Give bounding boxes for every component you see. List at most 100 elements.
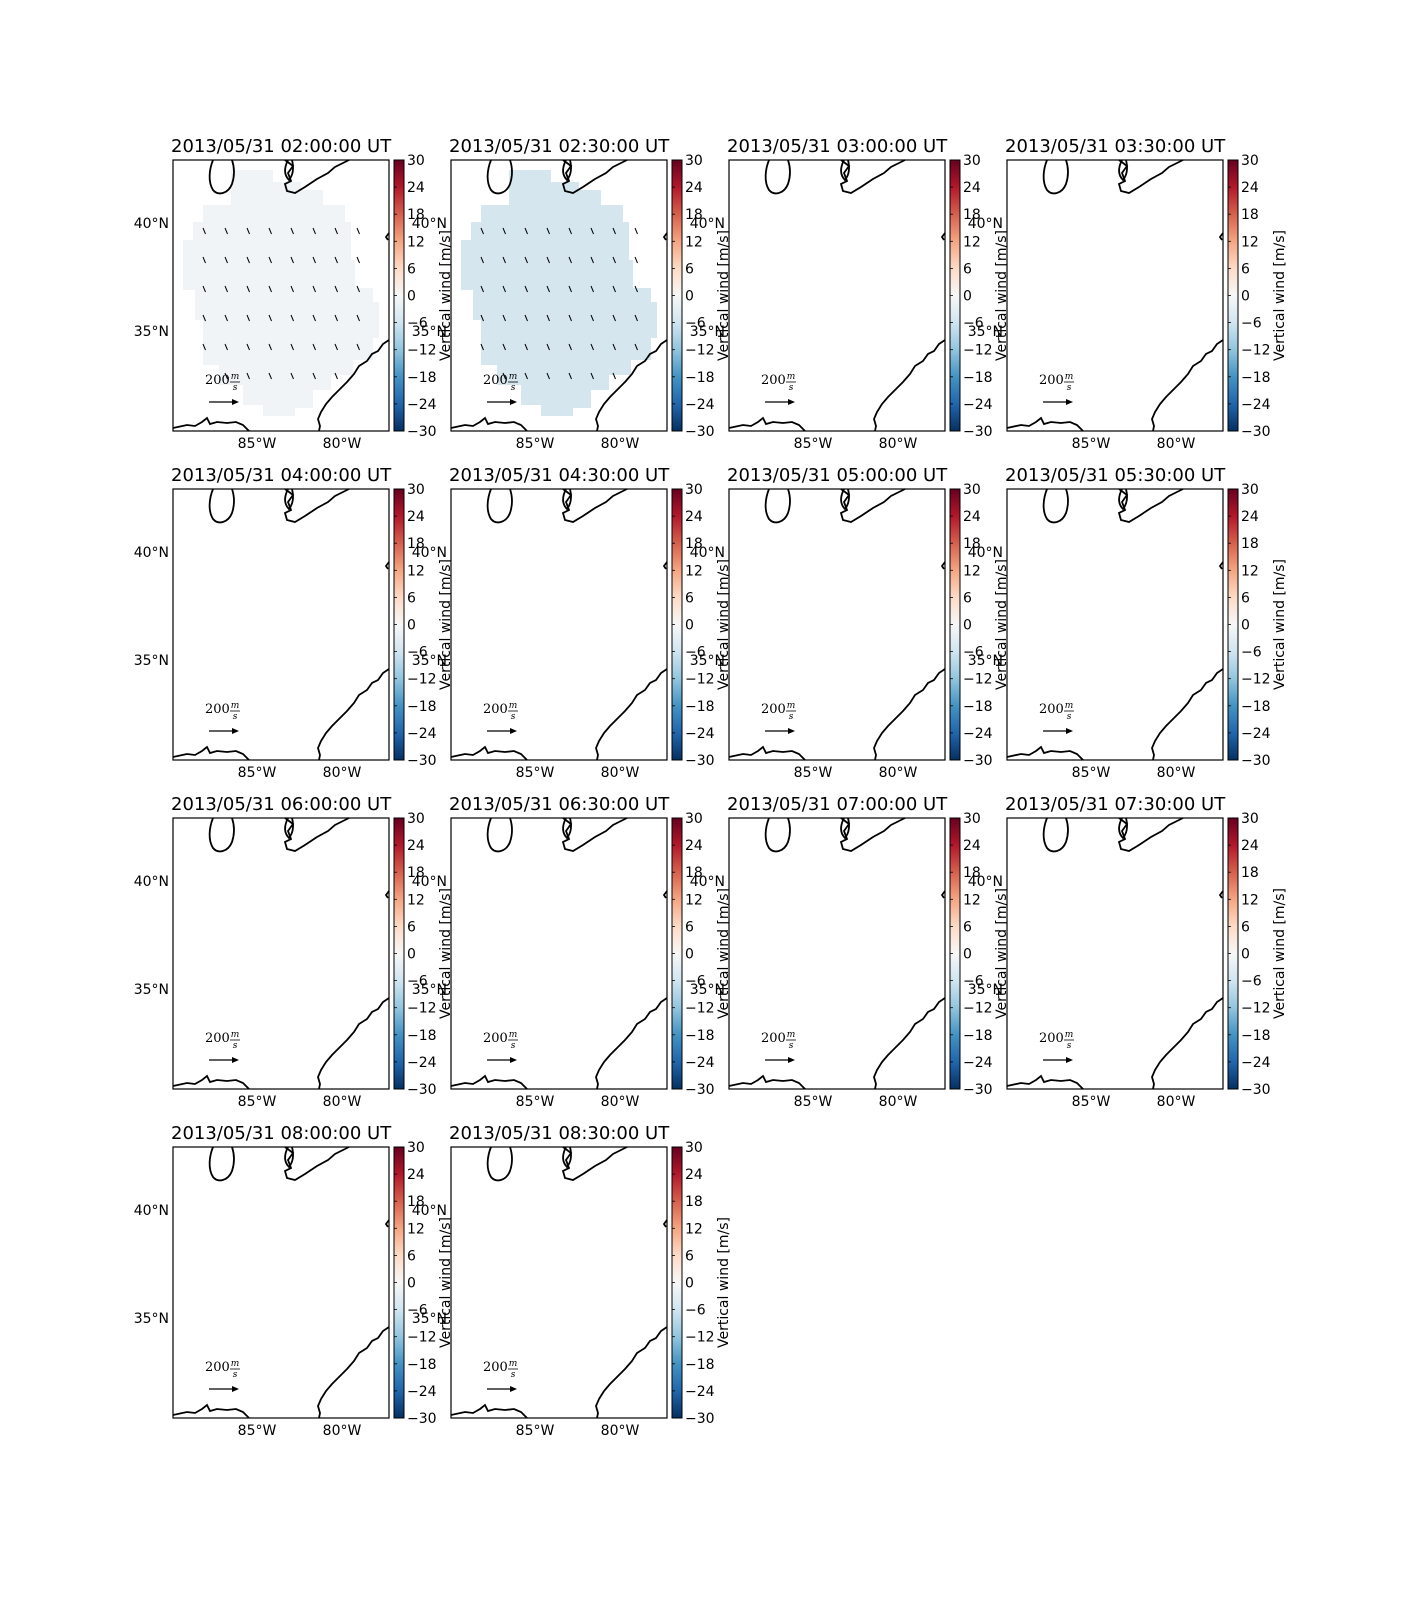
- coastline: [1006, 159, 1224, 432]
- colorbar-tick-label: 24: [407, 1167, 425, 1183]
- colorbar-tick-label: 0: [685, 618, 694, 634]
- scale-arrow-head: [510, 1057, 517, 1063]
- wind-vector: [202, 314, 206, 322]
- colorbar-tick-label: 0: [1241, 289, 1250, 305]
- colorbar-tick-label: 24: [1241, 509, 1259, 525]
- colorbar-tick-label: 12: [963, 234, 981, 250]
- wind-vector: [524, 372, 528, 380]
- colorbar-label: Vertical wind [m/s]: [716, 559, 732, 690]
- wind-vector: [224, 256, 228, 264]
- wind-vector: [480, 314, 484, 322]
- colorbar-label: Vertical wind [m/s]: [1272, 888, 1288, 1019]
- coastline-segment: [384, 890, 390, 899]
- lat-tick-label: 35°N: [968, 324, 1003, 340]
- colorbar-tick-label: −30: [685, 1082, 715, 1098]
- scale-arrow-head: [510, 728, 517, 734]
- coastline-segment: [728, 745, 806, 761]
- coastline-segment: [562, 1146, 572, 1169]
- wind-vector: [590, 314, 594, 322]
- colorbar-tick-label: 24: [1241, 180, 1259, 196]
- coastline-segment: [283, 159, 350, 194]
- wind-vector: [502, 285, 506, 293]
- map-frame: [450, 159, 668, 432]
- scale-arrow-value: 200: [1039, 373, 1064, 388]
- colorbar-tick-label: 18: [407, 536, 425, 552]
- coastline: [450, 488, 668, 761]
- coastline-segment: [764, 817, 791, 853]
- wind-vector: [634, 227, 638, 235]
- colorbar-tick-label: 0: [407, 1276, 416, 1292]
- colorbar-tick-label: 6: [685, 590, 694, 606]
- colorbar-tick-label: −30: [963, 753, 993, 769]
- colorbar-tick-label: −6: [685, 974, 706, 990]
- wind-vector: [290, 372, 294, 380]
- colorbar-tick-label: 0: [963, 289, 972, 305]
- lat-tick-label: 35°N: [412, 653, 447, 669]
- coastline: [450, 1146, 668, 1419]
- lat-tick-label: 40°N: [412, 874, 447, 890]
- map-frame: [728, 817, 946, 1090]
- colorbar-tick-label: −24: [1241, 726, 1271, 742]
- lat-tick-label: 40°N: [134, 874, 169, 890]
- map-frame: [450, 817, 668, 1090]
- colorbar-tick-label: 12: [407, 563, 425, 579]
- coastline-segment: [873, 997, 946, 1090]
- colorbar-tick-label: 24: [963, 509, 981, 525]
- colorbar-tick-label: 18: [685, 536, 703, 552]
- wind-vector: [524, 227, 528, 235]
- colorbar-tick-label: 0: [1241, 947, 1250, 963]
- coastline-segment: [450, 1074, 528, 1090]
- scale-arrow-unit-numerator: m: [787, 372, 796, 382]
- coastline-segment: [284, 159, 294, 182]
- panel-title: 2013/05/31 03:30:00 UT: [1005, 136, 1226, 157]
- coastline-segment: [839, 817, 906, 852]
- lon-tick-label: 80°W: [323, 1423, 362, 1439]
- colorbar-label: Vertical wind [m/s]: [716, 1217, 732, 1348]
- wind-vector: [356, 314, 360, 322]
- wind-vector: [246, 285, 250, 293]
- wind-vector: [356, 227, 360, 235]
- coastline-segment: [1118, 817, 1128, 840]
- lat-tick-label: 35°N: [968, 982, 1003, 998]
- colorbar-tick-label: −12: [963, 343, 993, 359]
- wind-vector: [612, 227, 616, 235]
- colorbar-tick-label: 24: [1241, 838, 1259, 854]
- coastline-segment: [317, 997, 390, 1090]
- wind-vector: [202, 343, 206, 351]
- coastline-segment: [486, 488, 513, 524]
- lon-tick-label: 85°W: [238, 1094, 277, 1110]
- coastline-segment: [208, 159, 235, 195]
- colorbar-tick-label: 30: [685, 1140, 703, 1156]
- coastline: [172, 817, 390, 1090]
- scale-arrow-value: 200: [761, 702, 786, 717]
- colorbar-tick-label: 30: [1241, 153, 1259, 169]
- lat-tick-label: 40°N: [690, 874, 725, 890]
- coastline-segment: [1118, 488, 1128, 511]
- coastline-segment: [840, 817, 850, 840]
- map-frame: [1006, 159, 1224, 432]
- scale-arrow-head: [510, 399, 517, 405]
- scale-arrow-head: [232, 1386, 239, 1392]
- lon-tick-label: 80°W: [879, 765, 918, 781]
- scale-arrow-unit-denominator: s: [789, 383, 794, 393]
- coastline-segment: [283, 1146, 350, 1181]
- colorbar-tick-label: 30: [407, 482, 425, 498]
- scale-arrow-head: [1066, 399, 1073, 405]
- coastline-segment: [486, 817, 513, 853]
- coastline: [450, 159, 668, 432]
- wind-vector: [224, 372, 228, 380]
- coastline-segment: [562, 488, 572, 511]
- wind-vector: [480, 285, 484, 293]
- lat-tick-label: 40°N: [134, 545, 169, 561]
- coastline-segment: [172, 745, 250, 761]
- coastline-segment: [1117, 817, 1184, 852]
- colorbar-tick-label: 6: [963, 261, 972, 277]
- wind-vector: [290, 227, 294, 235]
- lon-tick-label: 85°W: [794, 436, 833, 452]
- colorbar-tick-label: 18: [685, 865, 703, 881]
- wind-vector: [480, 256, 484, 264]
- wind-vector: [356, 256, 360, 264]
- wind-vector: [290, 256, 294, 264]
- colorbar-label: Vertical wind [m/s]: [1272, 559, 1288, 690]
- panel-title: 2013/05/31 05:30:00 UT: [1005, 465, 1226, 486]
